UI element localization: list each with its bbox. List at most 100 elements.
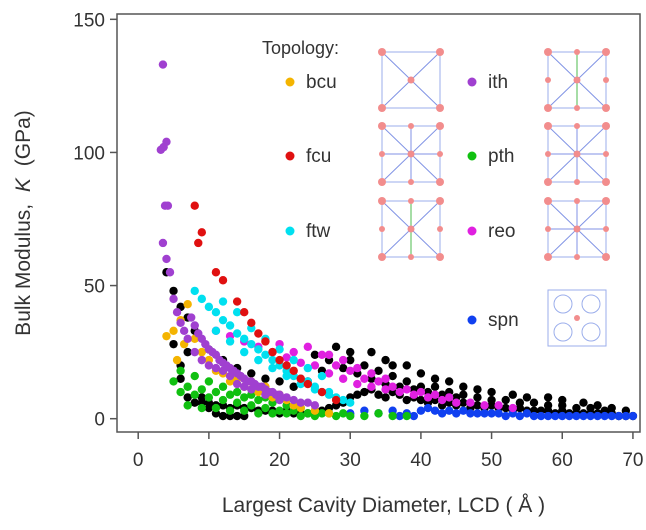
point-other — [169, 339, 178, 349]
point-ith — [158, 60, 168, 69]
point-ftw — [197, 294, 207, 304]
point-ith — [190, 321, 199, 330]
point-other — [416, 369, 426, 378]
point-ftw — [282, 371, 291, 381]
point-spn — [430, 406, 440, 415]
point-other — [388, 361, 397, 370]
y-axis: 0 50 100 150 — [73, 10, 117, 431]
point-other — [529, 398, 539, 407]
point-ftw — [317, 371, 327, 381]
point-other — [579, 398, 588, 407]
point-other — [388, 371, 397, 381]
point-spn — [536, 411, 546, 421]
point-spn — [416, 406, 426, 415]
point-spn — [607, 411, 616, 421]
point-fcu — [275, 355, 284, 365]
point-pth — [360, 411, 369, 421]
point-ith — [289, 395, 298, 405]
y-axis-label-unit: (GPa) — [12, 110, 35, 166]
point-ftw — [310, 385, 320, 394]
point-ftw — [275, 345, 284, 354]
point-other — [487, 387, 496, 397]
point-other — [522, 393, 532, 402]
x-tick-label: 40 — [410, 450, 431, 471]
point-ftw — [247, 339, 256, 349]
legend-item-bcu: bcu — [285, 48, 444, 112]
series-ith — [156, 60, 320, 410]
point-other — [367, 347, 376, 357]
point-pth — [240, 393, 249, 402]
x-tick-label: 0 — [133, 450, 144, 471]
point-pth — [331, 411, 341, 421]
point-other — [430, 382, 440, 391]
point-fcu — [218, 276, 228, 285]
point-pth — [176, 366, 185, 375]
point-fcu — [331, 395, 341, 405]
point-ith — [162, 137, 171, 146]
point-other — [593, 401, 602, 410]
point-pth — [225, 390, 235, 399]
data-points — [156, 60, 638, 421]
legend-item-pth: pth — [467, 122, 610, 186]
point-other — [543, 393, 553, 402]
point-reo — [452, 398, 461, 407]
point-other — [360, 387, 369, 397]
point-pth — [254, 395, 263, 405]
point-reo — [480, 401, 489, 410]
x-tick-label: 30 — [340, 450, 361, 471]
point-spn — [628, 411, 638, 421]
point-ftw — [303, 363, 313, 373]
point-spn — [395, 411, 404, 421]
point-ith — [232, 379, 242, 389]
point-ith — [163, 201, 173, 210]
point-reo — [430, 390, 440, 399]
point-fcu — [296, 374, 305, 383]
point-ftw — [324, 387, 334, 397]
point-reo — [444, 393, 454, 402]
point-pth — [204, 377, 214, 386]
point-other — [607, 403, 616, 413]
legend-label: spn — [488, 310, 519, 331]
point-fcu — [190, 201, 199, 210]
point-ith — [197, 355, 207, 365]
point-other — [558, 395, 567, 405]
point-spn — [614, 411, 623, 421]
topology-bcu-icon — [378, 48, 444, 112]
point-ith — [187, 313, 196, 322]
point-spn — [579, 411, 588, 421]
legend-marker — [285, 77, 295, 87]
legend-marker — [467, 151, 477, 161]
legend-marker — [285, 151, 295, 161]
point-fcu — [317, 387, 327, 397]
point-reo — [324, 369, 334, 378]
point-fcu — [211, 268, 221, 277]
point-other — [572, 403, 581, 413]
point-pth — [197, 385, 207, 394]
topology-spn-icon — [547, 289, 607, 347]
point-ftw — [268, 355, 277, 365]
point-ith — [296, 398, 305, 407]
point-ith — [310, 401, 320, 410]
point-reo — [367, 382, 376, 391]
point-other — [331, 342, 341, 352]
point-other — [430, 374, 440, 383]
point-ftw — [254, 345, 263, 354]
point-spn — [543, 411, 553, 421]
point-reo — [508, 403, 517, 413]
point-reo — [367, 369, 376, 378]
point-spn — [487, 409, 496, 418]
point-ftw — [218, 297, 228, 306]
point-pth — [282, 409, 291, 418]
point-ith — [158, 238, 168, 248]
point-reo — [310, 361, 320, 370]
point-bcu — [183, 300, 192, 309]
point-fcu — [197, 228, 207, 237]
topology-ftw-icon — [378, 197, 444, 261]
point-pth — [232, 387, 242, 397]
legend-label: reo — [488, 221, 515, 242]
point-spn — [586, 411, 595, 421]
point-other — [360, 361, 369, 370]
point-pth — [204, 393, 214, 402]
point-ftw — [211, 326, 221, 336]
point-reo — [353, 379, 362, 389]
